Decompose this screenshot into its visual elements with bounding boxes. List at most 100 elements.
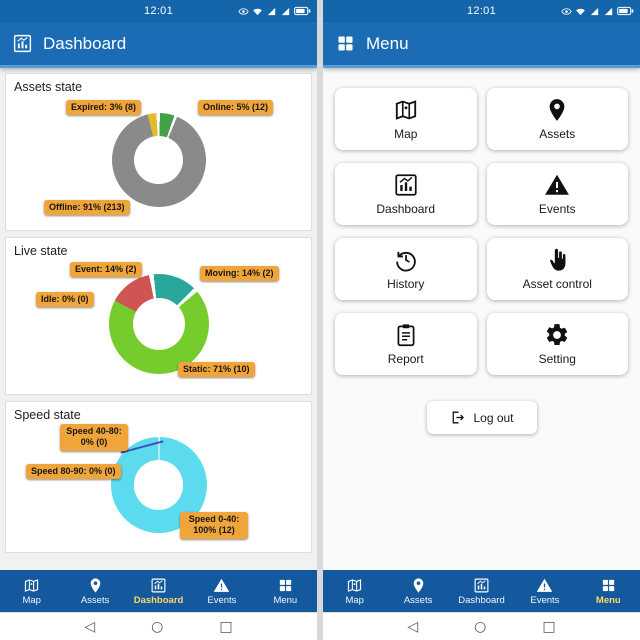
status-time: 12:01 (466, 5, 497, 17)
menu-screen: 12:01 Menu Map Assets (323, 0, 640, 640)
menu-item-assets[interactable]: Assets (486, 88, 628, 150)
location-pin-icon (87, 577, 104, 594)
speed-state-chart: Speed 40-80: 0% (0) Speed 80-90: 0% (0) … (14, 424, 303, 546)
chart-label-speed-0-40: Speed 0-40: 100% (12) (180, 512, 248, 539)
wifi-icon (575, 6, 586, 17)
card-title: Speed state (14, 408, 81, 422)
chart-label-online: Online: 5% (12) (198, 100, 274, 116)
nav-menu[interactable]: Menu (577, 570, 640, 612)
eye-icon (561, 6, 572, 17)
menu-item-dashboard[interactable]: Dashboard (335, 163, 477, 225)
back-button[interactable]: ◁ (407, 618, 419, 635)
status-icons (238, 0, 311, 22)
android-nav-bar: ◁ ○ □ (0, 612, 317, 640)
nav-label: Events (530, 594, 560, 606)
bottom-nav: Map Assets Dashboard Events Menu (0, 570, 317, 612)
status-bar: 12:01 (0, 0, 317, 22)
status-time: 12:01 (143, 5, 174, 17)
nav-dashboard[interactable]: Dashboard (127, 570, 190, 612)
nav-label: Dashboard (458, 594, 505, 606)
battery-icon (294, 6, 311, 16)
page-title: Dashboard (43, 33, 127, 53)
nav-dashboard[interactable]: Dashboard (450, 570, 513, 612)
dashboard-screen: 12:01 Dashboard Assets state Expired: 3%… (0, 0, 317, 640)
assets-state-card: Assets state Expired: 3% (8) Online: 5% … (5, 73, 312, 231)
card-title: Assets state (14, 80, 83, 94)
assets-state-donut (111, 113, 206, 207)
eye-icon (238, 6, 249, 17)
home-button[interactable]: ○ (474, 618, 487, 635)
menu-item-setting[interactable]: Setting (486, 313, 628, 375)
menu-item-report[interactable]: Report (335, 313, 477, 375)
nav-menu[interactable]: Menu (254, 570, 317, 612)
nav-label: Menu (595, 594, 621, 606)
chart-label-speed-80-90: Speed 80-90: 0% (0) (26, 464, 121, 480)
map-icon (346, 577, 363, 594)
signal-icon (603, 6, 614, 17)
pointer-hand-icon (544, 247, 570, 273)
menu-item-asset-control[interactable]: Asset control (486, 238, 628, 300)
nav-assets[interactable]: Assets (63, 570, 126, 612)
home-button[interactable]: ○ (151, 618, 164, 635)
map-icon (393, 97, 419, 123)
recents-button[interactable]: □ (219, 618, 233, 635)
logout-label: Log out (473, 410, 514, 425)
menu-item-label: History (387, 277, 425, 291)
nav-map[interactable]: Map (0, 570, 63, 612)
nav-label: Menu (273, 594, 298, 606)
speed-state-donut (110, 437, 207, 533)
nav-assets[interactable]: Assets (386, 570, 449, 612)
back-button[interactable]: ◁ (84, 618, 96, 635)
nav-events[interactable]: Events (513, 570, 576, 612)
nav-label: Events (207, 594, 237, 606)
nav-label: Assets (80, 594, 110, 606)
recents-button[interactable]: □ (542, 618, 556, 635)
nav-label: Map (22, 594, 41, 606)
menu-item-label: Dashboard (376, 202, 436, 216)
nav-label: Map (345, 594, 364, 606)
menu-item-label: Report (387, 352, 424, 366)
chart-label-static: Static: 71% (10) (178, 362, 255, 378)
menu-item-label: Events (538, 202, 576, 216)
menu-item-events[interactable]: Events (486, 163, 628, 225)
history-clock-icon (393, 247, 419, 273)
status-bar: 12:01 (323, 0, 640, 22)
location-pin-icon (410, 577, 427, 594)
bar-chart-icon (473, 577, 490, 594)
menu-item-history[interactable]: History (335, 238, 477, 300)
logout-button[interactable]: Log out (426, 401, 537, 434)
menu-item-label: Setting (538, 352, 576, 366)
dashboard-chart-icon (12, 33, 33, 54)
signal-icon (266, 6, 277, 17)
menu-item-map[interactable]: Map (335, 88, 477, 150)
chart-label-speed-40-80: Speed 40-80: 0% (0) (60, 424, 128, 451)
menu-grid-icon (277, 577, 294, 594)
menu-item-label: Map (394, 127, 418, 141)
nav-map[interactable]: Map (323, 570, 386, 612)
nav-events[interactable]: Events (190, 570, 253, 612)
card-title: Live state (14, 244, 68, 258)
nav-label: Dashboard (133, 594, 184, 606)
battery-icon (617, 6, 634, 16)
status-icons (561, 0, 634, 22)
map-icon (23, 577, 40, 594)
chart-label-offline: Offline: 91% (213) (44, 200, 130, 216)
warning-triangle-icon (213, 577, 230, 594)
chart-label-expired: Expired: 3% (8) (66, 100, 142, 116)
menu-item-label: Asset control (522, 277, 592, 291)
signal-icon (280, 6, 291, 17)
clipboard-icon (393, 322, 419, 348)
page-title: Menu (366, 33, 409, 53)
warning-triangle-icon (544, 172, 570, 198)
app-bar: Dashboard (0, 22, 317, 68)
chart-label-event: Event: 14% (2) (70, 262, 142, 278)
warning-triangle-icon (536, 577, 553, 594)
bar-chart-icon (150, 577, 167, 594)
signal-icon (589, 6, 600, 17)
bar-chart-icon (393, 172, 419, 198)
live-state-card: Live state Event: 14% (2) Moving: 14% (2… (5, 237, 312, 395)
bottom-nav: Map Assets Dashboard Events Menu (323, 570, 640, 612)
chart-label-idle: Idle: 0% (0) (36, 292, 94, 308)
menu-content: Map Assets Dashboard Events History (323, 68, 640, 570)
